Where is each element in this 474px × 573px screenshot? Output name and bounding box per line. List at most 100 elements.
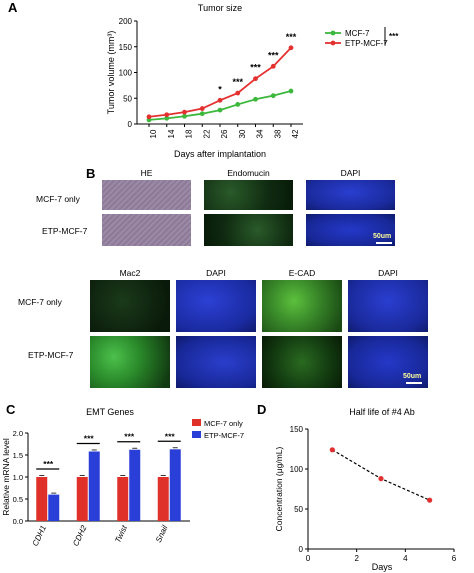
x-tick-label: 14	[167, 129, 176, 138]
series-point-0	[288, 88, 294, 94]
x-tick-label: 0	[306, 554, 311, 563]
bar-0	[157, 477, 169, 521]
x-tick-label: 30	[238, 129, 247, 138]
scale-bar-top	[376, 242, 392, 244]
legend-significance: ***	[389, 32, 399, 41]
header-endomucin: Endomucin	[227, 168, 270, 178]
legend-label-1: ETP-MCF-7	[204, 431, 244, 440]
series-point-0	[164, 115, 170, 121]
y-tick-label: 1.5	[13, 451, 23, 460]
y-tick-label: 0.5	[13, 495, 23, 504]
scale-bar-bottom	[406, 382, 422, 384]
series-point-1	[288, 45, 294, 51]
significance-label: ***	[232, 77, 243, 87]
x-axis-label: Days after implantation	[174, 149, 266, 159]
x-tick-label: 22	[202, 129, 211, 138]
x-tick-label: 4	[403, 554, 408, 563]
scale-label-top: 50um	[373, 233, 392, 240]
y-tick-label: 50	[294, 505, 303, 514]
half-life-chart: Half life of #4 Ab 0 50 100 150 0 2 4 6 Days Conce…	[274, 407, 457, 572]
series-point-1	[199, 106, 205, 111]
y-tick-label: 150	[290, 425, 304, 434]
panel-letter-a: A	[8, 0, 18, 15]
x-tick-label: 10	[149, 129, 158, 138]
bar-0	[117, 477, 129, 521]
significance-label: ***	[286, 32, 297, 42]
image-dapi-etp-1	[176, 336, 256, 388]
y-tick-label: 150	[119, 43, 133, 52]
series-point-0	[235, 102, 241, 107]
category-label: Twist	[113, 523, 129, 544]
y-tick-label: 0	[128, 120, 133, 129]
header-dapi-2: DAPI	[378, 268, 398, 278]
series-point-1	[164, 112, 170, 118]
bar-0	[36, 477, 48, 521]
bar-1	[129, 449, 141, 521]
series-point-0	[182, 113, 187, 119]
significance-label: ***	[124, 432, 135, 442]
series-point-1	[146, 114, 152, 120]
y-axis-label: Tumor volume (mm³)	[106, 31, 116, 115]
legend-marker-1	[330, 40, 336, 46]
image-mac2-etp	[90, 336, 170, 388]
y-tick-label: 100	[119, 69, 133, 78]
legend-label-0: MCF-7 only	[204, 419, 243, 428]
header-he: HE	[140, 168, 153, 178]
x-tick-label: 34	[256, 129, 265, 138]
category-label: Snail	[154, 524, 170, 544]
y-axis-label: Concentration (μg/mL)	[274, 446, 284, 531]
image-endomucin-mcf7	[204, 180, 293, 210]
image-dapi-etp-top	[306, 214, 395, 246]
chart-title: Tumor size	[198, 3, 242, 13]
series-point-0	[199, 111, 205, 117]
header-dapi-1: DAPI	[206, 268, 226, 278]
series-point-0	[253, 96, 258, 102]
series-point-1	[253, 76, 258, 82]
image-endomucin-etp	[204, 214, 293, 246]
series-point-1	[182, 109, 187, 115]
bar-1	[48, 494, 60, 521]
image-dapi-mcf7-top	[306, 180, 395, 210]
image-dapi-mcf7-2	[348, 280, 428, 332]
significance-label: ***	[84, 433, 95, 443]
x-tick-label: 42	[291, 129, 300, 138]
row-label-etp-bottom: ETP-MCF-7	[28, 350, 74, 360]
x-tick-label: 38	[273, 129, 282, 138]
series-point-1	[217, 97, 223, 103]
y-tick-label: 2.0	[13, 429, 23, 438]
y-tick-label: 200	[119, 17, 133, 26]
series-point-1	[270, 63, 276, 69]
significance-label: ***	[268, 50, 279, 60]
header-dapi-top: DAPI	[340, 168, 361, 178]
legend-swatch-1	[192, 431, 201, 438]
legend-label-1: ETP-MCF-7	[345, 39, 388, 48]
y-tick-label: 0	[299, 545, 304, 554]
tumor-size-chart: Tumor size 0 50 100 150 200 10 14 18 22 26 30 34 38 42…	[106, 3, 399, 159]
significance-label: ***	[43, 459, 54, 469]
bar-0	[76, 477, 88, 521]
row-label-mcf7-top: MCF-7 only	[36, 194, 80, 204]
legend-swatch-0	[192, 419, 201, 426]
image-he-etp	[102, 214, 191, 246]
significance-label: ***	[250, 63, 261, 73]
x-tick-label: 6	[452, 554, 457, 563]
chart-title: EMT Genes	[86, 407, 134, 417]
header-ecad: E-CAD	[288, 268, 316, 278]
bar-1	[169, 449, 181, 521]
image-ecad-etp	[262, 336, 342, 388]
legend-marker-0	[330, 30, 336, 36]
bar-1	[88, 451, 100, 521]
y-tick-label: 50	[123, 94, 132, 103]
x-axis-label: Days	[372, 562, 393, 572]
x-tick-label: 26	[220, 129, 229, 138]
scale-label-bottom: 50um	[403, 373, 422, 380]
image-mac2-mcf7	[90, 280, 170, 332]
image-ecad-mcf7	[262, 280, 342, 332]
image-dapi-etp-2	[348, 336, 428, 388]
y-tick-label: 0.0	[13, 517, 23, 526]
significance-label: ***	[165, 431, 176, 441]
panel-letter-d: D	[257, 402, 267, 417]
x-tick-label: 18	[185, 129, 194, 138]
chart-title: Half life of #4 Ab	[349, 407, 415, 417]
